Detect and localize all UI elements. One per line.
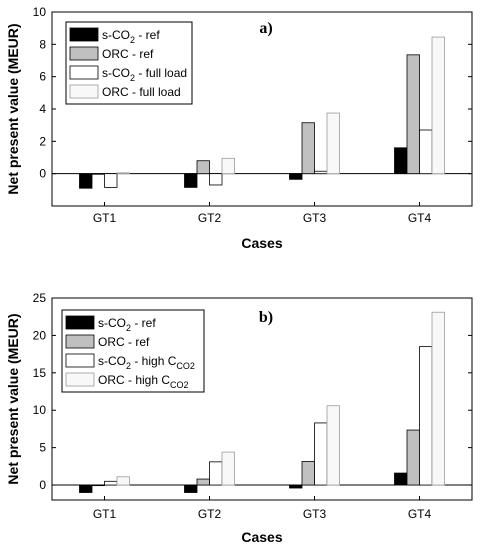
bar — [116, 172, 130, 175]
y-tick-label: 0 — [39, 167, 46, 181]
legend: s-CO2 - ref ORC - ref s-CO2 - high CCO2 ORC… — [61, 309, 205, 393]
x-tick-label: GT1 — [93, 507, 117, 521]
bar — [116, 476, 130, 486]
legend-swatch — [65, 334, 95, 349]
legend-label: ORC - full load — [102, 85, 181, 99]
bar — [91, 484, 105, 487]
legend-label: s-CO2 - ref — [102, 28, 160, 45]
panel-label: a) — [259, 20, 272, 37]
bar — [394, 472, 408, 486]
legend-label: ORC - ref — [102, 47, 154, 61]
bar — [79, 173, 93, 189]
legend-label: s-CO2 - ref — [98, 316, 156, 333]
legend-swatch — [65, 372, 95, 387]
legend-swatch — [65, 353, 95, 368]
bar — [326, 405, 340, 486]
bar — [301, 461, 315, 486]
y-tick-label: 2 — [39, 134, 46, 148]
bar — [419, 346, 433, 486]
bar — [79, 484, 93, 493]
legend-label: ORC - high CCO2 — [98, 373, 189, 390]
bar — [301, 122, 315, 175]
x-tick-label: GT4 — [408, 211, 432, 225]
bar — [394, 147, 408, 175]
bar — [196, 160, 210, 175]
y-tick-label: 8 — [39, 37, 46, 51]
bar — [326, 112, 340, 175]
x-tick-label: GT2 — [198, 211, 222, 225]
bar — [314, 422, 328, 486]
bar — [184, 173, 198, 188]
legend: s-CO2 - ref ORC - ref s-CO2 - full load ORC… — [65, 21, 193, 105]
legend-swatch — [69, 65, 99, 80]
plot-area — [51, 297, 473, 501]
chart-panel-2: 0 5 10 15 20 25 GT1 GT2 GT3 GT4 Cases Net present v… — [5, 291, 473, 545]
chart-panel-1: 0 2 4 6 8 10 GT1 GT2 GT3 GT4 Cases Net present valu… — [5, 5, 473, 251]
legend-swatch — [69, 27, 99, 42]
bar — [431, 311, 445, 486]
y-tick-label: 20 — [33, 328, 47, 342]
bar — [209, 173, 223, 186]
y-tick-label: 0 — [39, 478, 46, 492]
y-tick-label: 5 — [39, 441, 46, 455]
x-axis-title: Cases — [241, 235, 282, 251]
bar — [104, 173, 118, 188]
bar — [209, 461, 223, 486]
x-tick-label: GT4 — [408, 507, 432, 521]
y-tick-label: 6 — [39, 70, 46, 84]
bar — [289, 484, 303, 489]
legend-label: s-CO2 - high CCO2 — [98, 354, 195, 371]
y-tick-label: 25 — [33, 291, 47, 305]
legend-swatch — [65, 315, 95, 330]
panel-label: b) — [259, 309, 273, 326]
bar — [289, 173, 303, 180]
y-tick-label: 4 — [39, 102, 46, 116]
bar — [196, 478, 210, 486]
x-axis-title: Cases — [241, 529, 282, 545]
bar — [221, 451, 235, 486]
bar — [431, 36, 445, 175]
x-tick-label: GT3 — [303, 507, 327, 521]
legend-swatch — [69, 46, 99, 61]
legend-swatch — [69, 84, 99, 99]
y-axis-title: Net present value (MEUR) — [5, 23, 21, 194]
x-tick-label: GT3 — [303, 211, 327, 225]
y-axis-title: Net present value (MEUR) — [5, 313, 21, 484]
bar — [406, 54, 420, 175]
bar — [91, 173, 105, 175]
bar — [184, 484, 198, 493]
y-tick-label: 10 — [33, 5, 47, 19]
bar — [104, 480, 118, 486]
y-tick-label: 15 — [33, 366, 47, 380]
bar — [419, 129, 433, 175]
x-tick-label: GT2 — [198, 507, 222, 521]
bar — [221, 157, 235, 175]
bar — [406, 429, 420, 486]
legend-label: ORC - ref — [98, 335, 150, 349]
y-tick-label: 10 — [33, 403, 47, 417]
x-tick-label: GT1 — [93, 211, 117, 225]
legend-label: s-CO2 - full load — [102, 66, 187, 83]
bar — [314, 170, 328, 175]
